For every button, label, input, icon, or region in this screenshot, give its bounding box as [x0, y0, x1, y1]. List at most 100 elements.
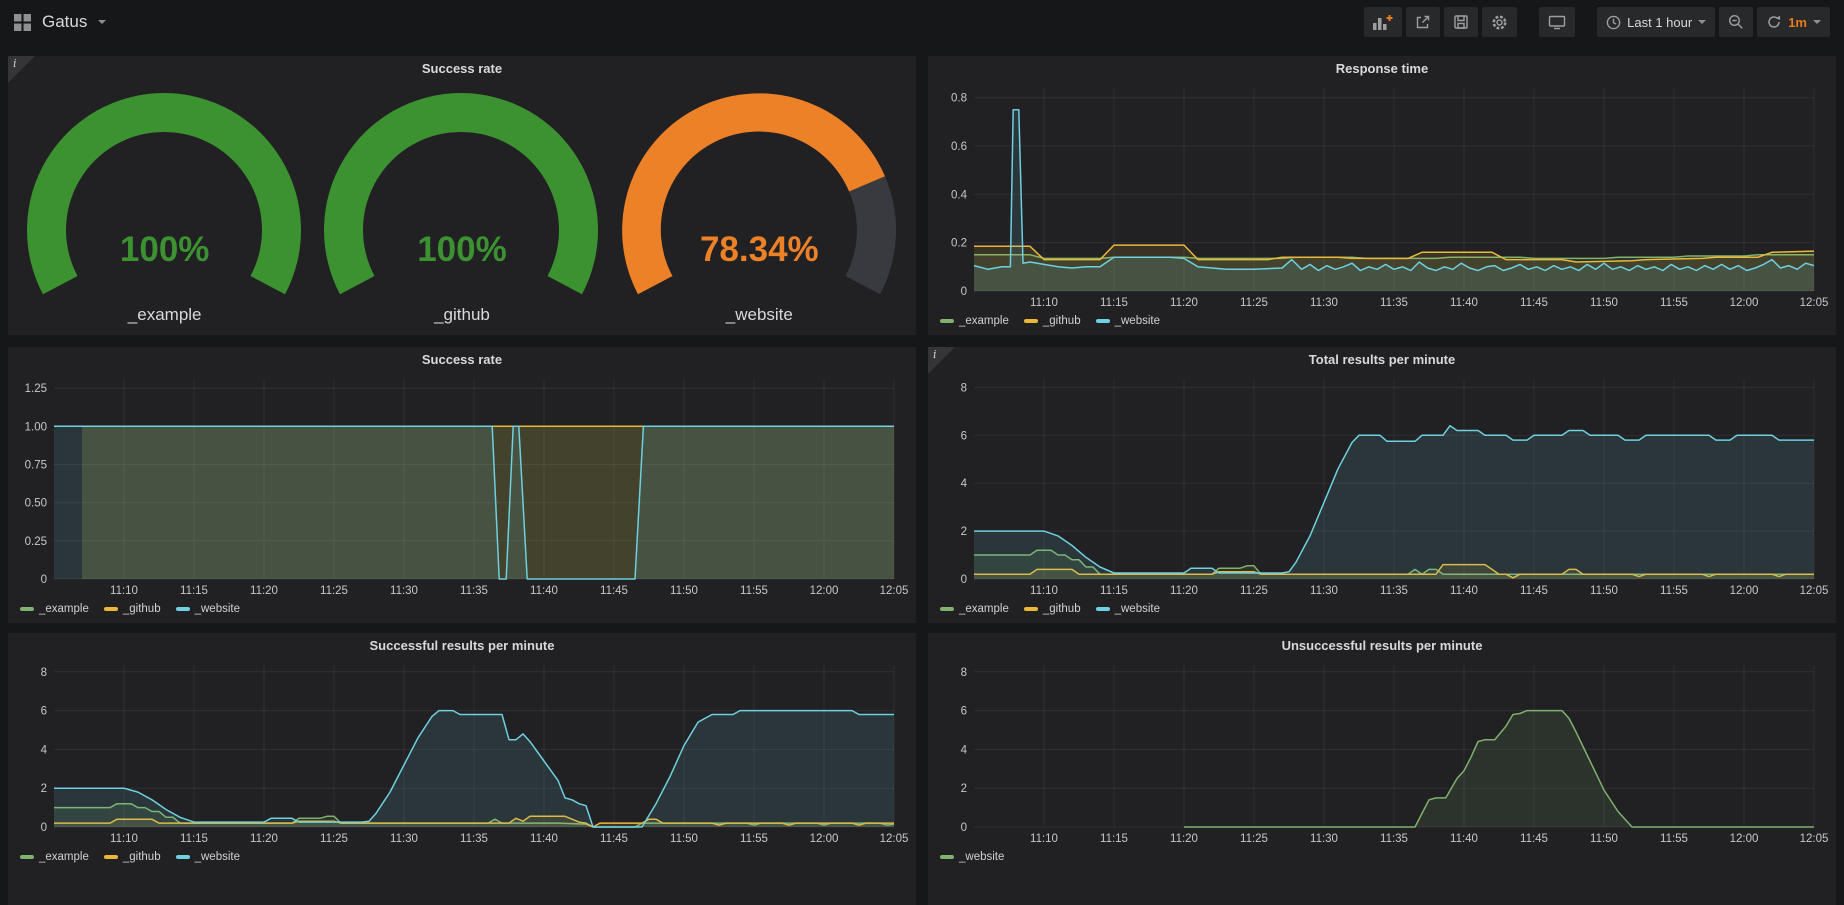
svg-text:11:40: 11:40: [1450, 585, 1478, 597]
svg-text:11:35: 11:35: [1380, 585, 1408, 597]
svg-text:0.6: 0.6: [951, 141, 967, 153]
legend-label: _github: [1043, 315, 1081, 327]
svg-text:0.25: 0.25: [25, 536, 47, 548]
dashboard-title[interactable]: Gatus: [42, 12, 87, 32]
response-time-chart[interactable]: 00.20.40.60.811:1011:1511:2011:2511:3011…: [936, 80, 1828, 311]
gauge-github: 100% _github: [313, 80, 610, 325]
legend-swatch: [940, 607, 954, 611]
panel-title[interactable]: Unsuccessful results per minute: [928, 633, 1836, 657]
svg-text:0.2: 0.2: [951, 238, 967, 250]
time-range-picker[interactable]: Last 1 hour: [1597, 7, 1715, 37]
gauge-label: _example: [16, 305, 313, 325]
gauge-label: _github: [313, 305, 610, 325]
panel-title[interactable]: Success rate: [8, 347, 916, 371]
svg-text:11:50: 11:50: [670, 585, 698, 597]
legend-item-_website[interactable]: _website: [1096, 315, 1160, 327]
svg-text:0: 0: [41, 822, 47, 834]
legend-item-_github[interactable]: _github: [104, 603, 161, 615]
legend-label: _website: [1115, 603, 1160, 615]
legend-item-_github[interactable]: _github: [104, 851, 161, 863]
svg-text:11:25: 11:25: [1240, 297, 1268, 309]
svg-text:1.00: 1.00: [25, 421, 47, 433]
legend-label: _github: [1043, 603, 1081, 615]
legend-label: _example: [39, 603, 89, 615]
svg-text:12:00: 12:00: [1730, 297, 1759, 309]
gauge-row: 100% _example 100% _github 78.34% _websi…: [8, 80, 916, 325]
panel-unsuccessful-results: Unsuccessful results per minute 0246811:…: [928, 633, 1836, 905]
panel-info-corner[interactable]: [8, 56, 35, 83]
legend-swatch: [940, 855, 954, 859]
panel-response-time: Response time 00.20.40.60.811:1011:1511:…: [928, 56, 1836, 335]
legend-item-_github[interactable]: _github: [1024, 603, 1081, 615]
refresh-button[interactable]: 1m: [1757, 7, 1830, 37]
zoom-out-button[interactable]: [1719, 7, 1753, 37]
legend-item-_example[interactable]: _example: [20, 851, 89, 863]
legend-item-_website[interactable]: _website: [176, 851, 240, 863]
add-panel-icon: [1373, 14, 1393, 30]
unsuccessful-results-chart[interactable]: 0246811:1011:1511:2011:2511:3011:3511:40…: [936, 657, 1828, 847]
legend-swatch: [20, 607, 34, 611]
svg-text:11:25: 11:25: [320, 585, 348, 597]
add-panel-button[interactable]: [1364, 7, 1402, 37]
svg-text:11:35: 11:35: [460, 833, 488, 845]
panel-info-corner[interactable]: [928, 347, 955, 374]
legend-label: _website: [195, 851, 240, 863]
legend-item-_website[interactable]: _website: [1096, 603, 1160, 615]
svg-text:11:45: 11:45: [1520, 585, 1548, 597]
panel-title[interactable]: Response time: [928, 56, 1836, 80]
refresh-icon: [1766, 14, 1782, 30]
svg-text:4: 4: [961, 744, 968, 756]
chart-legend: _example _github _website: [8, 847, 916, 867]
svg-text:11:50: 11:50: [670, 833, 698, 845]
total-results-chart[interactable]: 0246811:1011:1511:2011:2511:3011:3511:40…: [936, 371, 1828, 599]
svg-text:11:35: 11:35: [1380, 297, 1408, 309]
svg-text:11:55: 11:55: [1660, 297, 1688, 309]
save-button[interactable]: [1444, 7, 1478, 37]
svg-text:12:05: 12:05: [880, 585, 908, 597]
gear-icon: [1491, 14, 1508, 31]
svg-text:11:15: 11:15: [1100, 297, 1128, 309]
panel-title[interactable]: Successful results per minute: [8, 633, 916, 657]
svg-text:6: 6: [41, 706, 47, 718]
legend-swatch: [20, 855, 34, 859]
svg-text:11:40: 11:40: [1450, 833, 1478, 845]
svg-text:11:45: 11:45: [600, 585, 628, 597]
svg-text:11:20: 11:20: [1170, 297, 1198, 309]
successful-results-chart[interactable]: 0246811:1011:1511:2011:2511:3011:3511:40…: [16, 657, 908, 847]
settings-button[interactable]: [1482, 7, 1517, 37]
legend-label: _github: [123, 851, 161, 863]
dashboard-dropdown-caret[interactable]: [98, 20, 106, 24]
legend-item-_example[interactable]: _example: [940, 603, 1009, 615]
legend-item-_example[interactable]: _example: [940, 315, 1009, 327]
panel-title[interactable]: Success rate: [8, 56, 916, 80]
svg-text:11:15: 11:15: [1100, 833, 1128, 845]
success-rate-chart[interactable]: 00.250.500.751.001.2511:1011:1511:2011:2…: [16, 371, 908, 599]
gauge-website: 78.34% _website: [611, 80, 908, 325]
svg-text:8: 8: [41, 667, 47, 679]
legend-item-_github[interactable]: _github: [1024, 315, 1081, 327]
legend-item-_website[interactable]: _website: [176, 603, 240, 615]
legend-swatch: [104, 855, 118, 859]
chart-legend: _example _github _website: [928, 311, 1836, 331]
svg-text:11:40: 11:40: [530, 833, 558, 845]
legend-label: _example: [39, 851, 89, 863]
legend-item-_example[interactable]: _example: [20, 603, 89, 615]
svg-text:0.4: 0.4: [951, 189, 968, 201]
svg-text:11:15: 11:15: [180, 833, 208, 845]
svg-text:2: 2: [41, 783, 47, 795]
svg-text:1.25: 1.25: [25, 383, 47, 395]
chart-legend: _example _github _website: [928, 599, 1836, 619]
legend-label: _website: [1115, 315, 1160, 327]
apps-grid-icon[interactable]: [14, 14, 31, 31]
tv-mode-button[interactable]: [1539, 7, 1575, 37]
share-button[interactable]: [1406, 7, 1440, 37]
svg-text:11:20: 11:20: [1170, 833, 1198, 845]
panel-title[interactable]: Total results per minute: [928, 347, 1836, 371]
panel-success-rate-timeseries: Success rate 00.250.500.751.001.2511:101…: [8, 347, 916, 623]
svg-text:11:15: 11:15: [180, 585, 208, 597]
svg-text:4: 4: [961, 478, 968, 490]
legend-item-_website[interactable]: _website: [940, 851, 1004, 863]
svg-text:11:50: 11:50: [1590, 833, 1618, 845]
panel-successful-results: Successful results per minute 0246811:10…: [8, 633, 916, 905]
legend-label: _example: [959, 315, 1009, 327]
